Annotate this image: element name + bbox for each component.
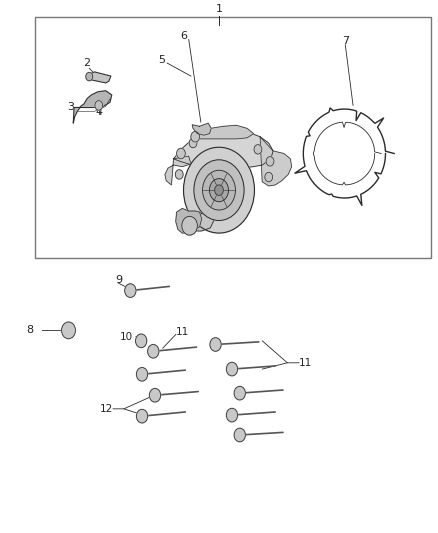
Circle shape — [177, 148, 185, 159]
Circle shape — [226, 408, 237, 422]
Polygon shape — [165, 156, 191, 185]
Circle shape — [265, 172, 272, 182]
Bar — [35, 18, 431, 258]
Polygon shape — [176, 208, 202, 233]
Circle shape — [136, 409, 148, 423]
Circle shape — [182, 216, 198, 235]
Circle shape — [149, 389, 161, 402]
Text: 1: 1 — [215, 4, 223, 14]
Polygon shape — [182, 211, 214, 231]
Circle shape — [209, 179, 229, 201]
Polygon shape — [88, 72, 111, 83]
Text: 5: 5 — [159, 55, 166, 66]
Text: 12: 12 — [100, 404, 113, 414]
Text: 8: 8 — [26, 325, 34, 335]
Text: 2: 2 — [84, 58, 91, 68]
Text: 11: 11 — [299, 358, 312, 368]
Circle shape — [184, 147, 254, 233]
Text: 3: 3 — [67, 102, 74, 112]
Circle shape — [254, 144, 262, 154]
Circle shape — [191, 132, 200, 142]
Polygon shape — [192, 123, 211, 135]
Circle shape — [234, 386, 245, 400]
Text: 9: 9 — [115, 275, 122, 285]
Circle shape — [86, 72, 93, 81]
Circle shape — [136, 368, 148, 381]
Circle shape — [215, 185, 223, 196]
Circle shape — [175, 169, 183, 179]
Text: 4: 4 — [95, 107, 102, 117]
Text: 11: 11 — [176, 327, 189, 337]
Circle shape — [189, 139, 197, 148]
Polygon shape — [260, 137, 292, 186]
Circle shape — [148, 344, 159, 358]
Circle shape — [266, 157, 274, 166]
Text: 10: 10 — [120, 332, 133, 342]
Circle shape — [226, 362, 237, 376]
Circle shape — [194, 160, 244, 221]
Circle shape — [234, 428, 245, 442]
Polygon shape — [191, 125, 254, 139]
Polygon shape — [173, 132, 273, 168]
Circle shape — [125, 284, 136, 297]
Circle shape — [135, 334, 147, 348]
Circle shape — [202, 170, 236, 210]
Circle shape — [95, 101, 102, 110]
Text: 6: 6 — [180, 31, 187, 41]
Polygon shape — [73, 91, 112, 123]
Circle shape — [62, 322, 75, 339]
Circle shape — [210, 338, 221, 351]
Text: 7: 7 — [342, 36, 349, 46]
